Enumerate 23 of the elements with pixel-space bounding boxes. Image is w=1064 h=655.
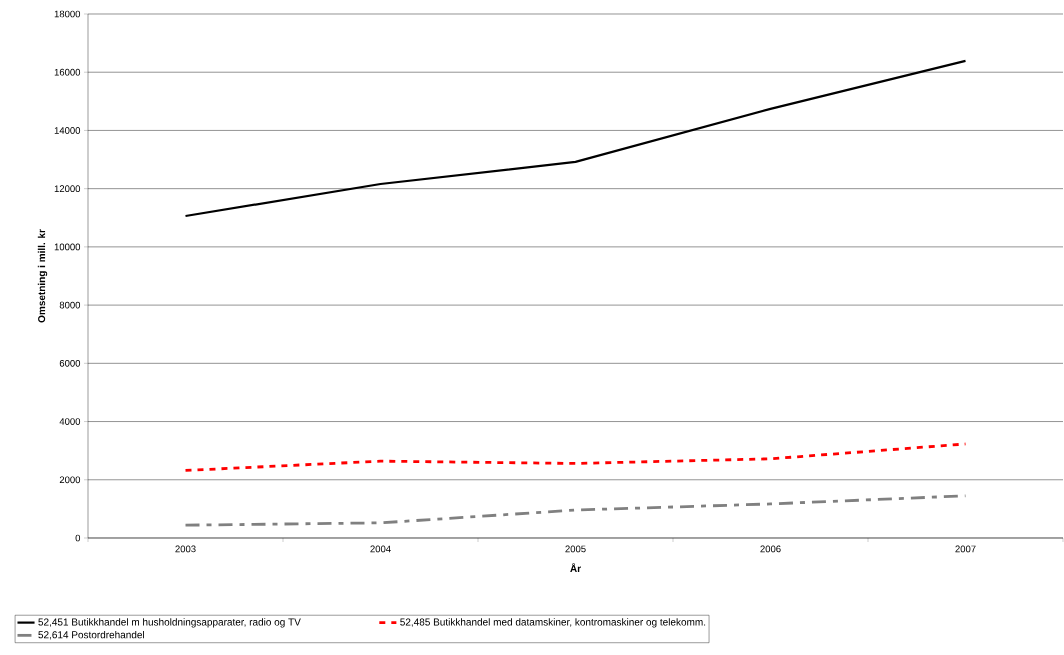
legend-label: 52,451 Butikkhandel m husholdningsapparater, radio og TV [38, 618, 301, 628]
x-tick-label: 2003 [175, 545, 196, 553]
x-axis-title: År [570, 563, 581, 572]
y-tick-label: 0 [75, 534, 81, 542]
x-tick-label: 2004 [370, 545, 391, 553]
legend-label: 52,485 Butikkhandel med datamskiner, kontromaskiner og telekomm. [400, 618, 706, 628]
y-tick-label: 10000 [54, 243, 81, 251]
x-tick-label: 2007 [955, 545, 976, 553]
y-tick-label: 18000 [54, 10, 81, 18]
line-series [184, 442, 967, 472]
x-tick-label: 2006 [760, 545, 781, 553]
y-tick-label: 12000 [54, 185, 81, 193]
y-tick-label: 2000 [59, 476, 81, 484]
line-series [184, 494, 967, 527]
y-axis-title: Omsetning i mill. kr [37, 229, 48, 323]
y-tick-label: 14000 [54, 127, 81, 134]
y-tick-label: 4000 [59, 418, 81, 425]
legend-label: 52,614 Postordrehandel [38, 630, 144, 640]
line-series [184, 59, 967, 218]
y-tick-label: 8000 [59, 301, 81, 309]
x-tick-label: 2005 [565, 545, 586, 553]
y-tick-label: 6000 [59, 359, 81, 367]
y-tick-label: 16000 [54, 68, 81, 76]
